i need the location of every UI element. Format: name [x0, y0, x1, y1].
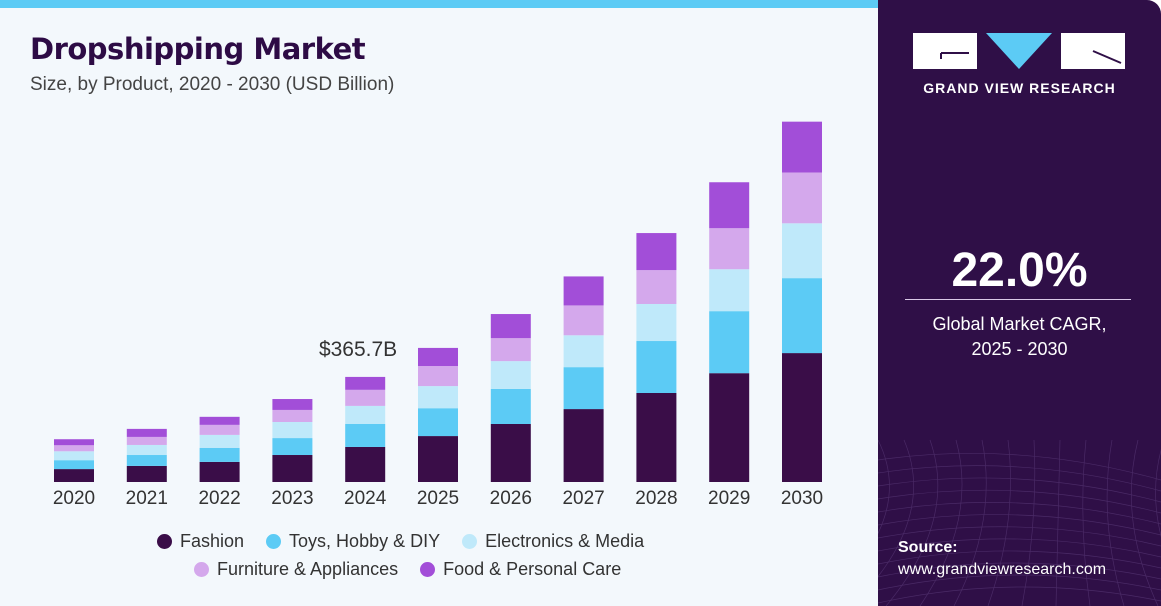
brand-name: GRAND VIEW RESEARCH	[923, 80, 1116, 96]
bar-segment	[126, 465, 167, 482]
bar-segment	[272, 421, 313, 439]
legend-swatch	[420, 562, 436, 577]
bar-segment	[782, 121, 822, 173]
bar-segment	[418, 408, 458, 437]
stacked-bar-chart: 2020 2021 2022 2023 2024 $365.7B 2025 2026 2027 2…	[53, 121, 823, 509]
bar-segment	[126, 428, 167, 437]
bar-segment	[418, 366, 458, 387]
cagr-period: 2025 - 2030	[971, 339, 1068, 359]
bar-segment	[563, 305, 604, 336]
bar-segment	[490, 388, 531, 425]
accent-bar	[0, 0, 878, 8]
source-link[interactable]: www.grandviewresearch.com	[898, 561, 1107, 578]
bar-segment	[54, 469, 94, 482]
bar-segment	[345, 424, 386, 447]
x-tick-label: 2023	[271, 488, 313, 509]
bar-segment	[636, 392, 677, 482]
bar-segment	[563, 335, 604, 368]
bar-segment	[345, 376, 386, 390]
legend-swatch	[266, 534, 282, 549]
legend-swatch	[194, 562, 209, 577]
legend-item-electronics: Electronics & Media	[462, 531, 644, 552]
bar-segment	[272, 455, 313, 482]
bar-segment	[709, 228, 750, 270]
bar-segment	[126, 455, 167, 466]
bar-segment	[418, 386, 458, 409]
bar-segment	[126, 436, 167, 445]
legend-row-2: Furniture & Appliances Food & Personal C…	[194, 559, 621, 580]
cagr-value: 22.0%	[951, 244, 1088, 297]
x-tick-label: 2029	[708, 488, 750, 509]
bar-segment	[345, 389, 386, 406]
legend-item-toys: Toys, Hobby & DIY	[266, 531, 440, 552]
bar-segment	[782, 353, 822, 482]
bar-segment	[54, 445, 94, 452]
gvr-logo	[913, 33, 1125, 69]
info-panel: GRAND VIEW RESEARCH 22.0% Global Market …	[878, 0, 1161, 606]
legend-label: Toys, Hobby & DIY	[289, 531, 441, 551]
data-label: $365.7B	[319, 338, 397, 361]
legend-label: Electronics & Media	[485, 531, 645, 551]
legend-label: Furniture & Appliances	[217, 559, 399, 579]
x-tick-label: 2021	[126, 488, 168, 509]
bar-segment	[782, 172, 822, 224]
bar-segment	[418, 347, 458, 367]
bar-segment	[54, 439, 94, 446]
legend-row-1: Fashion Toys, Hobby & DIY Electronics & …	[157, 531, 644, 552]
bar-segment	[199, 434, 240, 448]
bar-segment	[54, 460, 94, 470]
legend-label: Fashion	[180, 531, 245, 551]
bar-segment	[563, 367, 604, 410]
bar-segment	[199, 416, 240, 425]
cagr-label: Global Market CAGR, 2025 - 2030	[878, 312, 1161, 362]
bar-segment	[345, 405, 386, 425]
bar-segment	[563, 276, 604, 306]
source-label: Source:	[898, 539, 958, 556]
bar-segment	[782, 278, 822, 354]
legend-label: Food & Personal Care	[443, 559, 622, 579]
bar-segment	[490, 338, 531, 362]
chart-title: Dropshipping Market	[30, 32, 366, 66]
bar-segment	[636, 303, 677, 342]
x-tick-label: 2028	[635, 488, 677, 509]
bar-segment	[272, 409, 313, 422]
bar-segment	[636, 341, 677, 393]
legend-item-food: Food & Personal Care	[420, 559, 621, 580]
bar-segment	[126, 444, 167, 456]
bar-segment	[418, 436, 458, 482]
x-tick-label: 2027	[562, 488, 604, 509]
bar-segment	[199, 461, 240, 482]
divider	[905, 299, 1131, 300]
x-tick-label: 2020	[53, 488, 95, 509]
legend-item-furniture: Furniture & Appliances	[194, 559, 398, 580]
bar-segment	[54, 451, 94, 461]
bar-segment	[490, 314, 531, 339]
bar-segment	[490, 361, 531, 389]
grid-decoration	[878, 439, 1161, 606]
bar-segment	[709, 373, 750, 482]
bar-segment	[199, 424, 240, 435]
bar-segment	[345, 446, 386, 482]
bar-segment	[563, 409, 604, 482]
bar-segment	[199, 447, 240, 462]
legend-swatch	[462, 534, 478, 549]
legend-item-fashion: Fashion	[157, 531, 244, 552]
bar-segment	[709, 311, 750, 374]
chart-subtitle: Size, by Product, 2020 - 2030 (USD Billi…	[30, 74, 395, 95]
bar-segment	[782, 223, 822, 279]
bar-segment	[709, 269, 750, 312]
bar-segment	[709, 182, 750, 229]
bar-segment	[636, 270, 677, 304]
x-tick-label: 2024	[344, 488, 387, 509]
bar-segment	[272, 399, 313, 410]
bar-segment	[636, 233, 677, 271]
x-tick-label: 2025	[417, 488, 459, 509]
bar-segment	[490, 424, 531, 482]
cagr-label-line: Global Market CAGR,	[932, 314, 1107, 334]
legend-swatch	[157, 534, 172, 549]
x-tick-label: 2026	[490, 488, 532, 509]
x-tick-label: 2022	[198, 488, 240, 509]
x-tick-label: 2030	[781, 488, 823, 509]
bar-segment	[272, 438, 313, 456]
